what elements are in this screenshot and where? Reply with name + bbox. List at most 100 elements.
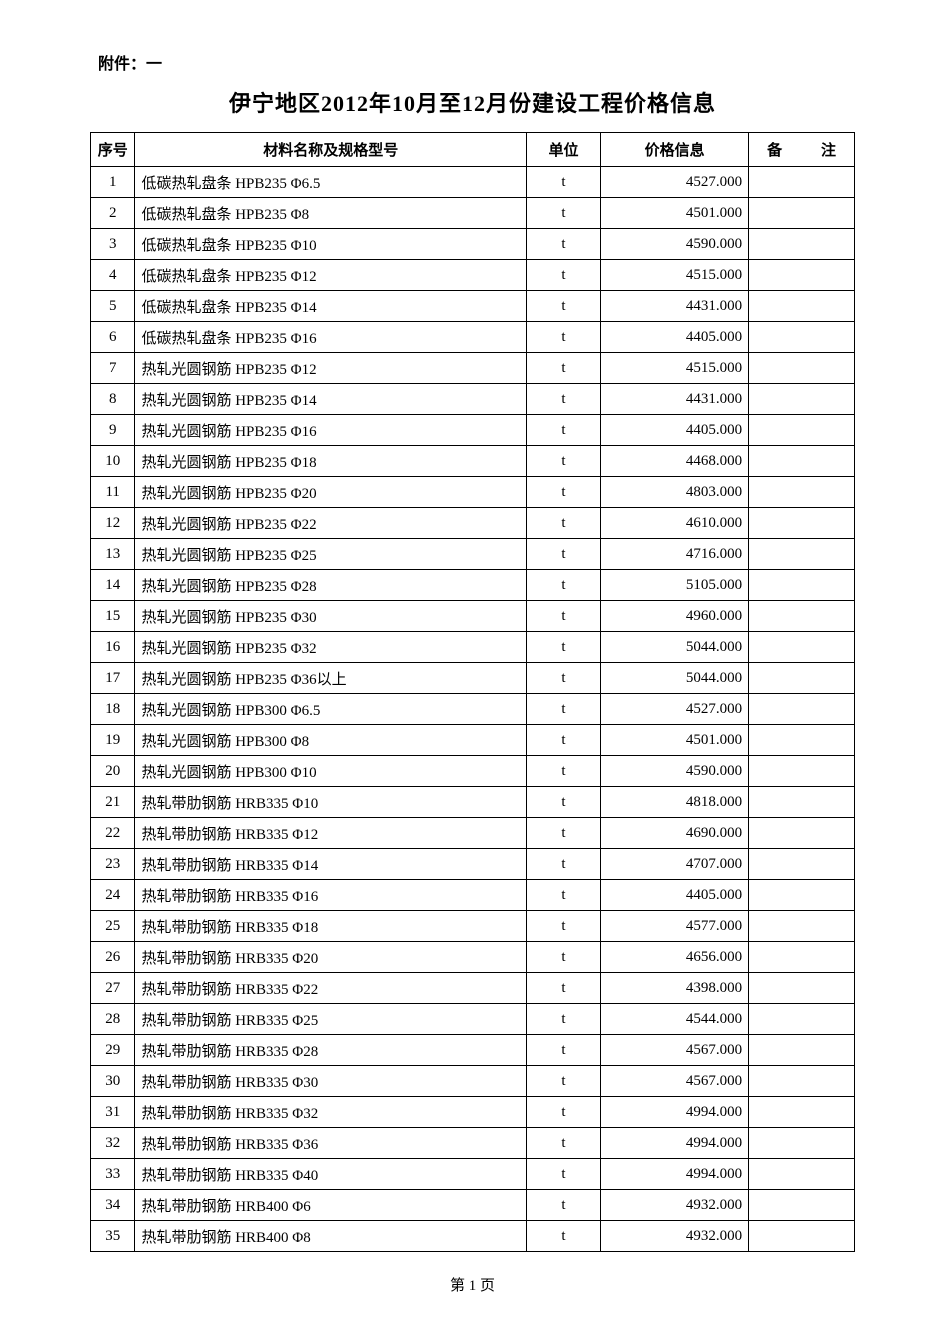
table-row: 24热轧带肋钢筋 HRB335 Φ16t4405.000 (91, 880, 855, 911)
cell-note (749, 260, 855, 291)
cell-price: 4468.000 (601, 446, 749, 477)
cell-note (749, 508, 855, 539)
cell-unit: t (526, 725, 600, 756)
cell-unit: t (526, 446, 600, 477)
table-row: 6低碳热轧盘条 HPB235 Φ16t4405.000 (91, 322, 855, 353)
header-name: 材料名称及规格型号 (135, 133, 527, 167)
cell-unit: t (526, 229, 600, 260)
cell-name: 热轧带肋钢筋 HRB335 Φ10 (135, 787, 527, 818)
cell-note (749, 539, 855, 570)
cell-note (749, 1097, 855, 1128)
table-row: 23热轧带肋钢筋 HRB335 Φ14t4707.000 (91, 849, 855, 880)
cell-name: 热轧带肋钢筋 HRB335 Φ40 (135, 1159, 527, 1190)
cell-name: 热轧带肋钢筋 HRB335 Φ18 (135, 911, 527, 942)
cell-seq: 8 (91, 384, 135, 415)
cell-note (749, 1221, 855, 1252)
cell-note (749, 663, 855, 694)
cell-unit: t (526, 663, 600, 694)
cell-price: 4716.000 (601, 539, 749, 570)
cell-price: 4994.000 (601, 1128, 749, 1159)
table-row: 3低碳热轧盘条 HPB235 Φ10t4590.000 (91, 229, 855, 260)
cell-note (749, 849, 855, 880)
cell-seq: 20 (91, 756, 135, 787)
cell-unit: t (526, 1004, 600, 1035)
cell-unit: t (526, 632, 600, 663)
cell-note (749, 973, 855, 1004)
cell-note (749, 632, 855, 663)
cell-note (749, 446, 855, 477)
cell-price: 4590.000 (601, 756, 749, 787)
cell-price: 4590.000 (601, 229, 749, 260)
cell-unit: t (526, 1035, 600, 1066)
cell-unit: t (526, 167, 600, 198)
cell-seq: 21 (91, 787, 135, 818)
table-row: 11热轧光圆钢筋 HPB235 Φ20t4803.000 (91, 477, 855, 508)
table-row: 12热轧光圆钢筋 HPB235 Φ22t4610.000 (91, 508, 855, 539)
cell-unit: t (526, 1066, 600, 1097)
cell-price: 5044.000 (601, 663, 749, 694)
cell-seq: 22 (91, 818, 135, 849)
cell-price: 4567.000 (601, 1035, 749, 1066)
table-row: 10热轧光圆钢筋 HPB235 Φ18t4468.000 (91, 446, 855, 477)
cell-note (749, 942, 855, 973)
table-body: 1低碳热轧盘条 HPB235 Φ6.5t4527.0002低碳热轧盘条 HPB2… (91, 167, 855, 1252)
table-row: 8热轧光圆钢筋 HPB235 Φ14t4431.000 (91, 384, 855, 415)
cell-note (749, 353, 855, 384)
cell-price: 4544.000 (601, 1004, 749, 1035)
cell-seq: 17 (91, 663, 135, 694)
cell-price: 4398.000 (601, 973, 749, 1004)
cell-seq: 2 (91, 198, 135, 229)
cell-unit: t (526, 973, 600, 1004)
cell-unit: t (526, 1097, 600, 1128)
cell-unit: t (526, 353, 600, 384)
cell-note (749, 291, 855, 322)
table-row: 30热轧带肋钢筋 HRB335 Φ30t4567.000 (91, 1066, 855, 1097)
cell-unit: t (526, 322, 600, 353)
cell-name: 热轧带肋钢筋 HRB335 Φ32 (135, 1097, 527, 1128)
cell-unit: t (526, 849, 600, 880)
cell-name: 热轧光圆钢筋 HPB235 Φ32 (135, 632, 527, 663)
cell-note (749, 880, 855, 911)
cell-name: 热轧光圆钢筋 HPB235 Φ25 (135, 539, 527, 570)
cell-price: 5044.000 (601, 632, 749, 663)
page-footer: 第 1 页 (90, 1274, 855, 1295)
cell-name: 低碳热轧盘条 HPB235 Φ10 (135, 229, 527, 260)
cell-price: 4567.000 (601, 1066, 749, 1097)
table-row: 26热轧带肋钢筋 HRB335 Φ20t4656.000 (91, 942, 855, 973)
cell-note (749, 477, 855, 508)
cell-name: 热轧光圆钢筋 HPB235 Φ12 (135, 353, 527, 384)
cell-note (749, 725, 855, 756)
cell-seq: 35 (91, 1221, 135, 1252)
cell-name: 低碳热轧盘条 HPB235 Φ16 (135, 322, 527, 353)
table-row: 21热轧带肋钢筋 HRB335 Φ10t4818.000 (91, 787, 855, 818)
table-row: 29热轧带肋钢筋 HRB335 Φ28t4567.000 (91, 1035, 855, 1066)
cell-name: 热轧光圆钢筋 HPB235 Φ20 (135, 477, 527, 508)
cell-price: 4818.000 (601, 787, 749, 818)
cell-price: 4431.000 (601, 291, 749, 322)
table-row: 15热轧光圆钢筋 HPB235 Φ30t4960.000 (91, 601, 855, 632)
cell-price: 4610.000 (601, 508, 749, 539)
table-row: 16热轧光圆钢筋 HPB235 Φ32t5044.000 (91, 632, 855, 663)
cell-seq: 12 (91, 508, 135, 539)
cell-name: 热轧带肋钢筋 HRB335 Φ22 (135, 973, 527, 1004)
cell-seq: 6 (91, 322, 135, 353)
table-row: 9热轧光圆钢筋 HPB235 Φ16t4405.000 (91, 415, 855, 446)
table-row: 13热轧光圆钢筋 HPB235 Φ25t4716.000 (91, 539, 855, 570)
cell-name: 热轧光圆钢筋 HPB300 Φ10 (135, 756, 527, 787)
cell-price: 4515.000 (601, 353, 749, 384)
cell-name: 热轧光圆钢筋 HPB235 Φ16 (135, 415, 527, 446)
cell-name: 热轧光圆钢筋 HPB300 Φ8 (135, 725, 527, 756)
cell-name: 热轧带肋钢筋 HRB335 Φ36 (135, 1128, 527, 1159)
table-row: 25热轧带肋钢筋 HRB335 Φ18t4577.000 (91, 911, 855, 942)
cell-note (749, 756, 855, 787)
table-row: 32热轧带肋钢筋 HRB335 Φ36t4994.000 (91, 1128, 855, 1159)
cell-name: 热轧带肋钢筋 HRB335 Φ20 (135, 942, 527, 973)
cell-price: 4577.000 (601, 911, 749, 942)
cell-price: 4527.000 (601, 167, 749, 198)
cell-price: 5105.000 (601, 570, 749, 601)
cell-unit: t (526, 756, 600, 787)
cell-unit: t (526, 477, 600, 508)
cell-note (749, 384, 855, 415)
cell-unit: t (526, 601, 600, 632)
cell-note (749, 1035, 855, 1066)
